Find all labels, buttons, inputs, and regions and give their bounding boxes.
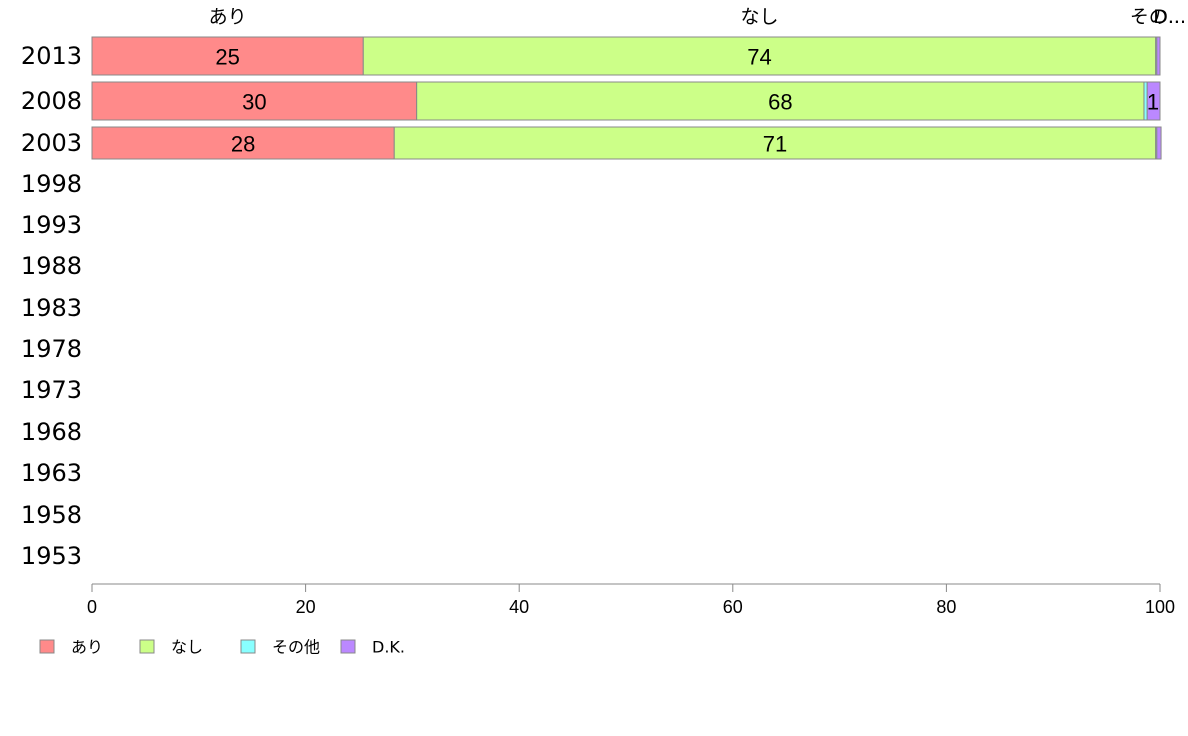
year-label-1998: 1998 [21,170,82,198]
legend-swatch-なし [139,639,155,654]
year-label-1973: 1973 [21,376,82,404]
legend-swatch-あり [39,639,55,654]
top-label-2: その... [1130,6,1186,28]
data-labels: 25 74 30 68 1 28 71 [215,45,1159,157]
year-label-1983: 1983 [21,294,82,322]
bar-2003-D.K. [1156,126,1162,160]
top-label-3: D... [1153,6,1186,28]
year-axis-labels: 2013 2008 2003 1998 1993 1988 1983 1978 1973 1968… [21,42,82,570]
bar-2008-あり [91,81,418,121]
legend-label-なし: なし [171,638,203,657]
x-tick-label-100: 100 [1145,597,1175,617]
year-label-1978: 1978 [21,335,82,363]
data-label-2003-あり: 28 [231,132,255,157]
data-label-2013-あり: 25 [215,45,239,70]
year-label-1988: 1988 [21,252,82,280]
top-category-labels: あり なし その...D... [209,6,1186,28]
bar-2013-D.K. [1156,36,1161,76]
legend-label-その他: その他 [272,638,320,657]
legend-label-D.K.: D.K. [372,638,405,657]
x-tick-label-0: 0 [87,597,97,617]
x-axis: 0 20 40 60 80 100 [87,583,1175,617]
x-tick-label-20: 20 [296,597,316,617]
legend-label-あり: あり [71,638,103,657]
x-tick-label-60: 60 [723,597,743,617]
data-label-2008-あり: 30 [242,90,266,115]
data-label-2003-なし: 71 [763,132,787,157]
legend: あり なし その他 D.K. [39,638,405,657]
year-label-1963: 1963 [21,459,82,487]
year-label-1993: 1993 [21,211,82,239]
legend-swatch-その他 [240,639,256,654]
year-label-2013: 2013 [21,42,82,70]
year-label-2008: 2008 [21,87,82,115]
legend-swatch-D.K. [340,639,356,654]
data-label-2013-なし: 74 [747,45,771,70]
bars [91,36,1162,160]
bar-2008-なし [416,81,1145,121]
x-tick-label-40: 40 [509,597,529,617]
data-label-2008-D.K.: 1 [1147,90,1159,115]
bar-2008-D.K. [1146,81,1161,121]
bar-2013-なし [362,36,1157,76]
top-label-0: あり [209,6,247,28]
year-label-1958: 1958 [21,501,82,529]
x-tick-label-80: 80 [936,597,956,617]
year-label-2003: 2003 [21,129,82,157]
data-label-2008-なし: 68 [768,90,792,115]
year-label-1968: 1968 [21,418,82,446]
top-label-1: なし [740,6,778,28]
year-label-1953: 1953 [21,542,82,570]
